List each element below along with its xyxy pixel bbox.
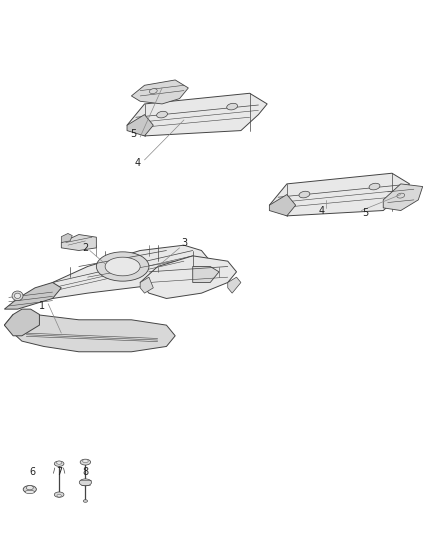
Text: 5: 5 (363, 208, 369, 218)
Ellipse shape (26, 486, 33, 490)
Ellipse shape (157, 111, 167, 118)
Polygon shape (127, 93, 267, 136)
Text: 7: 7 (56, 467, 62, 477)
Ellipse shape (96, 252, 149, 281)
Polygon shape (269, 173, 410, 216)
Ellipse shape (105, 257, 140, 276)
Ellipse shape (80, 459, 91, 465)
Polygon shape (269, 195, 296, 216)
Text: 2: 2 (82, 243, 88, 253)
Ellipse shape (83, 500, 88, 502)
Ellipse shape (54, 492, 64, 497)
Ellipse shape (369, 183, 380, 190)
Polygon shape (61, 233, 72, 243)
Polygon shape (61, 235, 96, 251)
Ellipse shape (14, 293, 21, 298)
Polygon shape (4, 309, 39, 336)
Text: 4: 4 (135, 158, 141, 167)
Ellipse shape (299, 191, 310, 198)
Polygon shape (4, 314, 175, 352)
Polygon shape (131, 80, 188, 104)
Polygon shape (193, 266, 219, 282)
Ellipse shape (57, 495, 61, 497)
Ellipse shape (149, 88, 157, 94)
Text: 1: 1 (39, 302, 45, 311)
Text: 5: 5 (131, 130, 137, 139)
Text: 3: 3 (181, 238, 187, 247)
Polygon shape (35, 245, 210, 298)
Ellipse shape (25, 490, 35, 494)
Ellipse shape (227, 103, 237, 110)
Ellipse shape (12, 291, 23, 301)
Polygon shape (383, 184, 423, 211)
Ellipse shape (397, 193, 405, 198)
Polygon shape (140, 277, 153, 293)
Text: 8: 8 (82, 467, 88, 477)
Ellipse shape (54, 461, 64, 466)
Text: 4: 4 (319, 206, 325, 215)
Polygon shape (127, 115, 153, 136)
Ellipse shape (23, 486, 36, 493)
Text: 6: 6 (30, 467, 36, 477)
Ellipse shape (57, 461, 62, 464)
Polygon shape (4, 282, 61, 309)
Polygon shape (228, 277, 241, 293)
Ellipse shape (79, 479, 92, 486)
Polygon shape (140, 256, 237, 298)
Ellipse shape (82, 459, 88, 463)
